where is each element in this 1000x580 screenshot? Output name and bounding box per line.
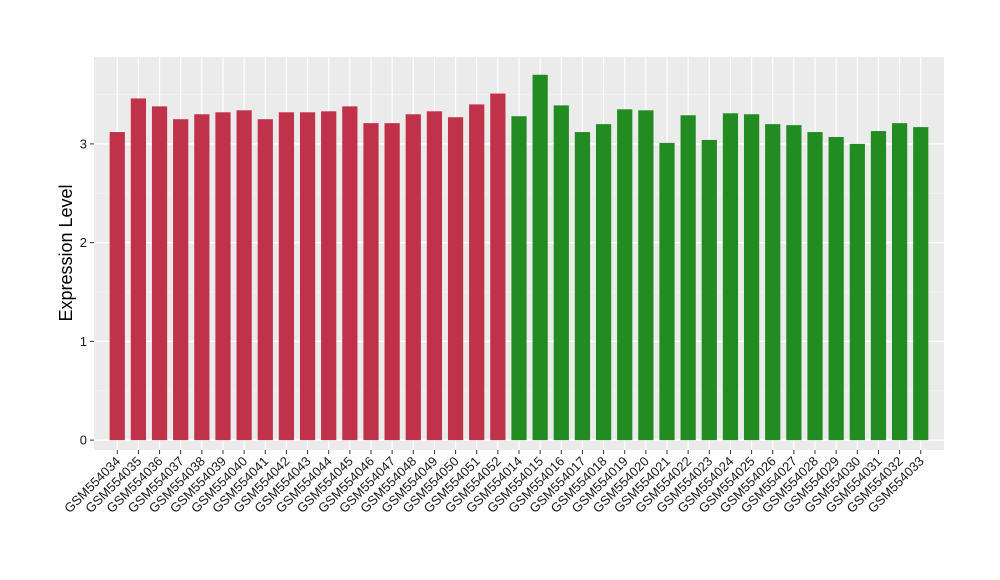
bar-GSM554024 xyxy=(722,113,739,441)
bar-GSM554021 xyxy=(659,142,675,441)
bar-GSM554025 xyxy=(743,114,760,441)
bar-GSM554052 xyxy=(490,93,506,441)
bar-GSM554027 xyxy=(786,125,802,441)
bar-GSM554014 xyxy=(511,116,527,441)
y-tick-label: 2 xyxy=(80,235,87,250)
bar-GSM554044 xyxy=(321,111,337,441)
bar-GSM554016 xyxy=(553,105,569,441)
bar-GSM554034 xyxy=(109,132,125,441)
bar-GSM554022 xyxy=(680,115,696,441)
y-axis: 0 1 2 3 xyxy=(80,136,94,448)
bar-GSM554051 xyxy=(469,104,485,441)
bar-GSM554048 xyxy=(405,114,421,441)
y-tick-label: 0 xyxy=(80,433,87,448)
bar-GSM554043 xyxy=(299,112,316,441)
bar-GSM554036 xyxy=(151,106,168,441)
bar-GSM554032 xyxy=(891,123,908,441)
bar-GSM554040 xyxy=(236,110,252,441)
bar-GSM554020 xyxy=(638,110,654,441)
bar-GSM554023 xyxy=(701,139,717,441)
bar-GSM554033 xyxy=(913,127,929,441)
bar-GSM554028 xyxy=(807,132,823,441)
bar-GSM554041 xyxy=(257,119,273,441)
bar-GSM554050 xyxy=(447,117,464,441)
bar-GSM554046 xyxy=(363,123,379,441)
bar-GSM554026 xyxy=(765,124,781,441)
bar-GSM554029 xyxy=(828,136,844,441)
bar-GSM554019 xyxy=(617,109,633,441)
bar-GSM554039 xyxy=(215,112,231,441)
bar-GSM554042 xyxy=(278,112,295,441)
bar-GSM554015 xyxy=(532,74,548,441)
y-axis-title: Expression Level xyxy=(56,184,76,321)
bar-GSM554030 xyxy=(849,143,865,441)
bar-GSM554049 xyxy=(426,111,443,441)
y-tick-label: 1 xyxy=(80,334,87,349)
bars xyxy=(109,74,929,441)
bar-GSM554045 xyxy=(342,106,358,441)
bar-GSM554035 xyxy=(130,98,147,441)
bar-GSM554018 xyxy=(595,124,612,441)
x-axis: GSM554034GSM554035GSM554036GSM554037GSM5… xyxy=(61,450,927,516)
bar-GSM554047 xyxy=(384,123,400,441)
y-tick-label: 3 xyxy=(80,136,87,151)
bar-GSM554017 xyxy=(574,132,591,441)
bar-GSM554037 xyxy=(173,119,189,441)
bar-GSM554031 xyxy=(870,131,887,441)
bar-GSM554038 xyxy=(194,114,210,441)
